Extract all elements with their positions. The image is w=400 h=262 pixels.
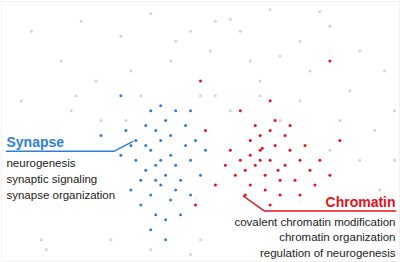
svg-text:synaptic signaling: synaptic signaling: [6, 173, 97, 185]
svg-text:neurogenesis: neurogenesis: [6, 157, 75, 169]
svg-text:synapse organization: synapse organization: [6, 189, 115, 201]
svg-text:chromatin organization: chromatin organization: [279, 231, 395, 243]
svg-text:Synapse: Synapse: [6, 134, 64, 150]
svg-text:Chromatin: Chromatin: [326, 194, 396, 210]
svg-text:covalent chromatin modificatio: covalent chromatin modification: [234, 216, 395, 228]
svg-text:regulation of neurogenesis: regulation of neurogenesis: [260, 247, 396, 259]
